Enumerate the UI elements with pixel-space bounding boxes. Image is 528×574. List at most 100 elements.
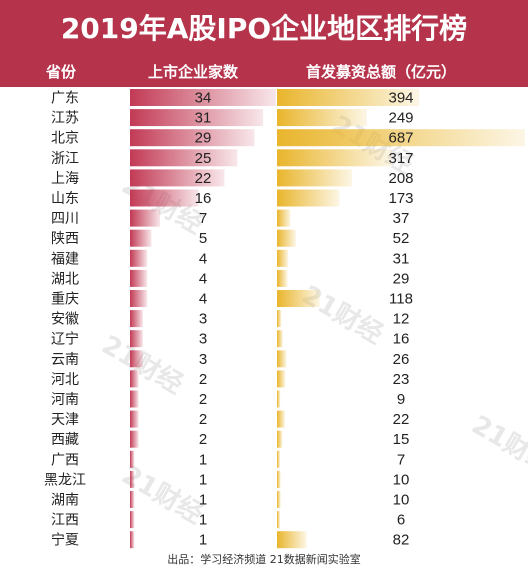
province-label: 天津 — [51, 412, 79, 428]
province-label: 西藏 — [51, 432, 79, 448]
funds-value-label: 31 — [393, 250, 410, 267]
funds-value-label: 26 — [393, 351, 410, 368]
funds-bar — [277, 390, 281, 408]
companies-bar — [130, 109, 264, 127]
funds-bar — [277, 209, 291, 227]
province-label: 山东 — [51, 191, 79, 207]
funds-value-label: 22 — [393, 411, 410, 428]
companies-bar — [130, 390, 139, 408]
companies-value-label: 1 — [199, 512, 207, 529]
column-header-row: 省份 上市企业家数 首发募资总额（亿元） — [0, 53, 528, 87]
chart-row: 北京 29 687 — [51, 129, 525, 147]
companies-value-label: 5 — [199, 230, 207, 247]
ranking-chart: 21财经21财经21财经21财经21财经21财经 广东34394江苏31249北… — [44, 89, 528, 549]
funds-value-label: 15 — [393, 431, 410, 448]
funds-bar — [277, 290, 320, 307]
funds-value-label: 82 — [393, 532, 410, 549]
province-label: 上海 — [51, 171, 79, 187]
chart-row: 黑龙江 1 10 — [44, 470, 409, 488]
companies-value-label: 4 — [199, 291, 207, 308]
companies-value-label: 2 — [199, 411, 207, 428]
chart-row: 天津 2 22 — [51, 410, 410, 428]
companies-value-label: 1 — [199, 532, 207, 549]
chart-row: 福建 4 31 — [51, 249, 410, 267]
chart-row: 广东 34 394 — [51, 89, 420, 107]
province-label: 福建 — [51, 251, 79, 267]
funds-bar — [277, 350, 287, 368]
chart-row: 江苏 31 249 — [51, 109, 414, 127]
companies-bar — [130, 149, 238, 167]
funds-bar — [277, 229, 296, 247]
province-label: 广西 — [51, 452, 79, 468]
province-column-header: 省份 — [46, 63, 77, 81]
companies-bar — [130, 310, 143, 328]
companies-bar — [130, 249, 148, 267]
companies-value-label: 3 — [199, 351, 207, 368]
companies-bar — [130, 470, 135, 488]
funds-bar — [277, 109, 367, 127]
companies-value-label: 3 — [199, 311, 207, 328]
funds-value-label: 687 — [388, 130, 413, 147]
funds-value-label: 52 — [393, 230, 410, 247]
funds-bar — [277, 531, 307, 549]
funds-value-label: 12 — [393, 311, 410, 328]
companies-bar — [130, 410, 139, 428]
companies-bar — [130, 531, 135, 549]
funds-bar — [277, 470, 281, 488]
companies-value-label: 2 — [199, 391, 207, 408]
companies-value-label: 31 — [195, 110, 212, 127]
province-label: 安徽 — [51, 312, 79, 328]
funds-bar — [277, 370, 286, 388]
province-label: 黑龙江 — [44, 472, 86, 488]
companies-value-label: 22 — [195, 170, 212, 187]
companies-value-label: 7 — [199, 210, 207, 227]
chart-row: 安徽 3 12 — [51, 310, 409, 328]
companies-bar — [130, 511, 135, 529]
funds-bar — [277, 249, 289, 267]
chart-row: 山东 16 173 — [51, 189, 414, 207]
funds-column-header: 首发募资总额（亿元） — [306, 63, 457, 81]
province-label: 江西 — [51, 513, 79, 529]
companies-value-label: 1 — [199, 492, 207, 509]
funds-value-label: 118 — [389, 291, 413, 308]
companies-value-label: 29 — [195, 130, 212, 147]
province-label: 云南 — [51, 352, 79, 368]
funds-bar — [277, 450, 280, 468]
funds-value-label: 10 — [393, 492, 410, 509]
companies-bar — [130, 129, 255, 147]
funds-bar — [277, 89, 420, 106]
source-credit: 出品：学习经济频道 21数据新闻实验室 — [167, 553, 361, 566]
province-label: 辽宁 — [51, 331, 79, 348]
companies-bar — [130, 491, 135, 508]
province-label: 河北 — [51, 372, 79, 388]
chart-row: 西藏 2 15 — [51, 430, 410, 448]
watermark-text: 21财经 — [467, 409, 528, 480]
companies-value-label: 2 — [199, 371, 207, 388]
chart-row: 江西 1 6 — [51, 511, 405, 529]
companies-value-label: 3 — [199, 331, 207, 348]
chart-row: 浙江 25 317 — [51, 149, 414, 167]
funds-value-label: 29 — [393, 270, 410, 287]
watermark-text: 21财经 — [297, 279, 389, 350]
province-label: 湖北 — [51, 271, 79, 287]
funds-value-label: 23 — [393, 371, 410, 388]
funds-bar — [277, 189, 340, 207]
chart-row: 宁夏 1 82 — [51, 531, 409, 549]
funds-bar — [277, 430, 283, 448]
funds-value-label: 37 — [393, 210, 410, 227]
companies-bar — [130, 169, 225, 187]
province-label: 浙江 — [51, 151, 79, 167]
funds-bar — [277, 410, 285, 428]
funds-value-label: 6 — [397, 512, 405, 529]
funds-value-label: 16 — [393, 331, 410, 348]
companies-value-label: 1 — [199, 451, 207, 468]
companies-value-label: 1 — [199, 471, 207, 488]
funds-bar — [277, 149, 392, 167]
companies-bar — [130, 209, 161, 227]
funds-value-label: 7 — [397, 451, 405, 468]
funds-bar — [277, 310, 282, 328]
companies-value-label: 34 — [195, 90, 212, 107]
chart-row: 重庆 4 118 — [51, 290, 413, 308]
funds-bar — [277, 330, 283, 348]
province-label: 广东 — [51, 91, 79, 107]
